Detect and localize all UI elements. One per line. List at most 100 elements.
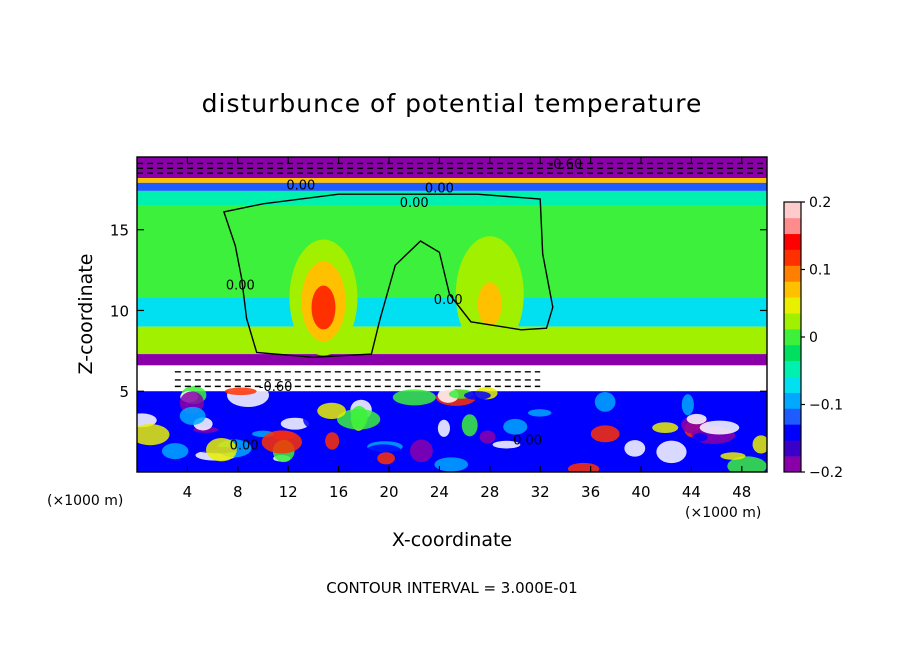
colorbar-tick-label: −0.1 bbox=[809, 398, 843, 414]
turbulence-patch bbox=[752, 435, 767, 454]
turbulence-patch bbox=[681, 394, 694, 416]
x-tick-label: 28 bbox=[480, 483, 499, 501]
contour-label-5: 0.00 bbox=[434, 293, 463, 308]
contour-label-7: 0.00 bbox=[230, 438, 259, 453]
x-tick-label: 20 bbox=[379, 483, 398, 501]
colorbar-swatch bbox=[784, 440, 801, 457]
x-tick-label: 12 bbox=[279, 483, 298, 501]
turbulence-patch bbox=[594, 391, 616, 412]
turbulence-patch bbox=[624, 440, 646, 457]
x-unit-left: (×1000 m) bbox=[47, 493, 123, 509]
colorbar-swatch bbox=[784, 424, 801, 441]
x-tick-label: 16 bbox=[329, 483, 348, 501]
colorbar-swatch bbox=[784, 392, 801, 409]
contour-label-8: 0.00 bbox=[513, 434, 542, 449]
plot-area bbox=[137, 157, 767, 472]
turbulence-patch bbox=[727, 456, 767, 472]
turbulence-patch bbox=[224, 387, 257, 396]
y-tick-label: 10 bbox=[110, 302, 129, 320]
turbulence-patch bbox=[686, 443, 700, 456]
turbulence-patch bbox=[280, 417, 310, 430]
turbulence-patch bbox=[434, 457, 469, 472]
colorbar-swatch bbox=[784, 249, 801, 266]
turbulence-patch bbox=[137, 424, 170, 446]
contour-label-0: 0.00 bbox=[286, 178, 315, 193]
colorbar-swatch bbox=[784, 360, 801, 378]
colorbar-swatch bbox=[784, 376, 801, 393]
turbulence-patch bbox=[325, 432, 340, 450]
turbulence-patch bbox=[686, 413, 707, 425]
colorbar-tick-label: 0.2 bbox=[809, 195, 831, 211]
turbulence-patch bbox=[137, 413, 157, 428]
turbulence-patch bbox=[699, 420, 740, 435]
warm-core-inner-1 bbox=[477, 282, 502, 327]
x-tick-label: 36 bbox=[581, 483, 600, 501]
turbulence-patch bbox=[392, 389, 436, 406]
turbulence-patch bbox=[303, 409, 323, 429]
contour-label-3: -0.60 bbox=[549, 157, 583, 172]
x-tick-label: 40 bbox=[631, 483, 650, 501]
turbulence-patch bbox=[720, 452, 746, 460]
colorbar-swatch bbox=[784, 233, 801, 250]
colorbar-tick-label: −0.2 bbox=[809, 465, 843, 481]
contour-label-4: 0.00 bbox=[226, 278, 255, 293]
colorbar-swatch bbox=[784, 202, 801, 219]
colorbar-tick-label: 0.1 bbox=[809, 263, 831, 279]
turbulence-patch bbox=[725, 410, 752, 425]
turbulence-patch bbox=[692, 432, 708, 442]
turbulence-patch bbox=[336, 408, 381, 430]
colorbar-tick-label: 0 bbox=[809, 330, 818, 346]
contour-label-6: -0.60 bbox=[259, 380, 293, 395]
heatmap-layer-2 bbox=[137, 182, 767, 191]
turbulence-patch bbox=[261, 430, 303, 454]
x-tick-label: 48 bbox=[732, 483, 751, 501]
x-tick-label: 24 bbox=[430, 483, 449, 501]
turbulence-patch bbox=[652, 422, 679, 434]
turbulence-patch bbox=[409, 439, 433, 463]
x-tick-label: 4 bbox=[183, 483, 193, 501]
turbulence-patch bbox=[590, 425, 620, 443]
contour-label-1: 0.00 bbox=[425, 182, 454, 197]
turbulence-patch bbox=[527, 409, 552, 417]
turbulence-patch bbox=[299, 450, 333, 459]
y-tick-label: 5 bbox=[119, 383, 129, 401]
turbulence-patch bbox=[741, 419, 767, 437]
y-axis-label: Z-coordinate bbox=[75, 254, 97, 375]
heatmap-layer-3 bbox=[137, 190, 767, 206]
colorbar-swatch bbox=[784, 281, 801, 298]
turbulence-patch bbox=[179, 406, 206, 425]
heatmap-layer-5 bbox=[137, 297, 767, 327]
colorbar-swatch bbox=[784, 313, 801, 330]
colorbar-swatch bbox=[784, 297, 801, 314]
zero-contour bbox=[222, 193, 554, 359]
turbulence-patch bbox=[377, 452, 395, 465]
turbulence-patch bbox=[206, 438, 237, 462]
colorbar-swatch bbox=[784, 265, 801, 282]
heatmap-layer-0 bbox=[137, 157, 767, 178]
turbulence-patch bbox=[492, 440, 521, 449]
turbulence-patch bbox=[503, 418, 528, 435]
turbulence-patch bbox=[407, 461, 426, 472]
warm-core-inner-0 bbox=[311, 285, 336, 330]
colorbar-swatch bbox=[784, 456, 801, 473]
turbulence-patch bbox=[656, 440, 687, 464]
turbulence-patch bbox=[161, 443, 189, 460]
turbulence-patch bbox=[551, 402, 570, 426]
x-tick-label: 44 bbox=[682, 483, 701, 501]
colorbar-swatch bbox=[784, 344, 801, 362]
contour-label-2: 0.00 bbox=[400, 196, 429, 211]
x-unit-right: (×1000 m) bbox=[685, 505, 761, 521]
colorbar: 0.2 0.1 0 −0.1 −0.2 bbox=[783, 195, 843, 481]
plot-frame bbox=[136, 156, 768, 473]
chart-title: disturbunce of potential temperature bbox=[202, 89, 703, 118]
heatmap-layer-6 bbox=[137, 326, 767, 355]
turbulence-patch bbox=[567, 462, 600, 472]
y-tick-label: 15 bbox=[110, 222, 129, 240]
heatmap-layer-8 bbox=[137, 365, 767, 392]
x-tick-label: 8 bbox=[233, 483, 243, 501]
x-axis-label: X-coordinate bbox=[392, 529, 512, 551]
heatmap-layer-7 bbox=[137, 354, 767, 366]
colorbar-swatch bbox=[784, 217, 801, 235]
turbulence-patch bbox=[437, 419, 450, 437]
